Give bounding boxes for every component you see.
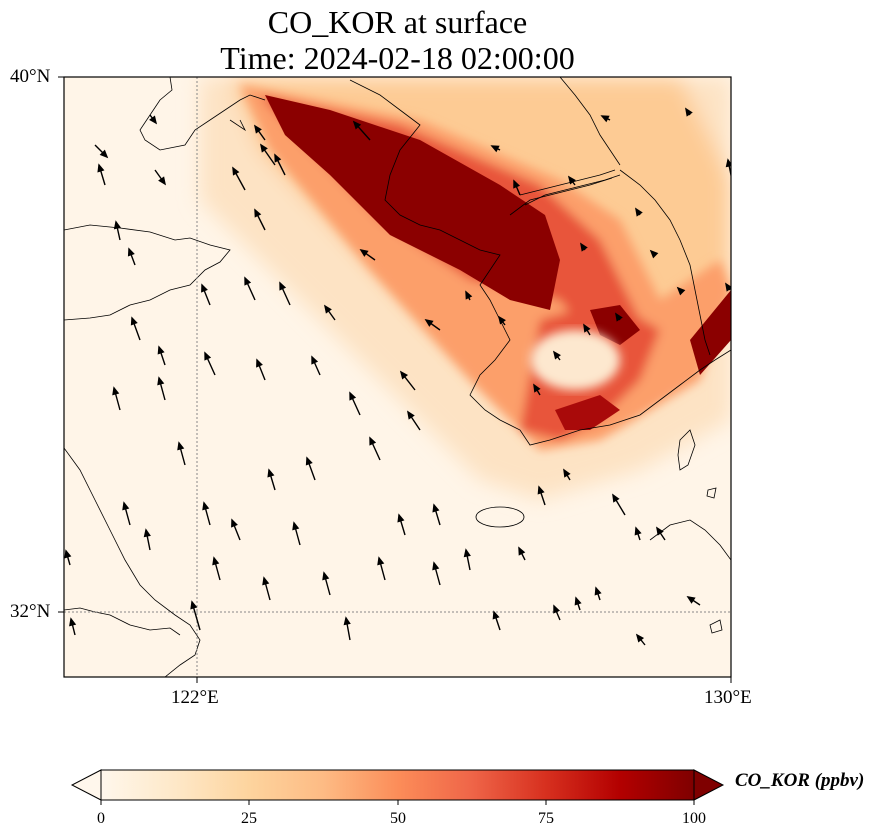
wind-arrow-head	[369, 436, 377, 446]
wind-arrow-head	[231, 518, 238, 528]
wind-arrow-head	[552, 350, 561, 360]
wind-arrow-head	[305, 456, 313, 466]
wind-arrow-head	[399, 370, 409, 380]
wind-arrow-head	[594, 586, 602, 596]
wind-arrow-head	[490, 145, 500, 153]
wind-arrow-head	[311, 355, 319, 365]
wind-arrow-head	[432, 503, 440, 513]
wind-arrow-head	[177, 441, 185, 451]
wind-arrow-head	[465, 290, 473, 300]
wind-arrow-head	[686, 596, 696, 604]
wind-arrow-head	[424, 318, 434, 327]
wind-arrow-head	[563, 468, 571, 478]
wind-arrow-head	[97, 163, 105, 173]
wind-arrow-head	[254, 208, 262, 218]
colorbar-tick-0: 0	[97, 810, 105, 827]
wind-arrow-head	[725, 158, 731, 168]
map-title-line2: Time: 2024-02-18 02:00:00	[220, 40, 575, 76]
wind-arrow-head	[253, 124, 262, 134]
colorbar-tick-25: 25	[241, 810, 257, 827]
wind-arrow-head	[634, 526, 642, 536]
map-title-line1: CO_KOR at surface	[267, 4, 528, 40]
wind-arrow-head	[463, 548, 471, 558]
wind-arrow-head	[567, 175, 576, 185]
wind-arrow-head	[158, 176, 167, 186]
lat-tick-label-40n: 40°N	[10, 66, 51, 87]
wind-arrow-head	[497, 315, 506, 325]
wind-arrow-head	[99, 149, 109, 159]
colorbar-tick-50: 50	[390, 810, 406, 827]
wind-arrow-head	[274, 153, 282, 163]
wind-arrow-head	[343, 616, 351, 626]
wind-arrow-head	[580, 242, 588, 252]
wind-arrow-head	[537, 485, 545, 495]
wind-arrow-head	[352, 120, 362, 130]
wind-arrow-head	[407, 410, 415, 420]
wind-arrow-head	[349, 391, 357, 401]
wind-arrow-head	[127, 247, 135, 257]
wind-arrow-head	[518, 546, 526, 556]
wind-arrow-head	[259, 143, 268, 153]
wind-arrow-head	[359, 248, 369, 257]
wind-arrow-head	[292, 521, 300, 531]
wind-arrow-head	[122, 501, 130, 511]
wind-arrow-head	[157, 345, 165, 355]
wind-arrow-head	[574, 596, 582, 606]
colorbar-label: CO_KOR (ppbv)	[735, 770, 865, 791]
wind-arrow-head	[232, 166, 240, 176]
wind-arrow-head	[323, 304, 332, 314]
wind-arrow-head	[201, 283, 208, 293]
wind-arrow-head	[513, 179, 521, 189]
wind-arrow-head	[64, 549, 72, 559]
wind-arrow-head	[397, 513, 405, 523]
wind-vectors	[64, 107, 731, 646]
wind-arrow-head	[612, 493, 620, 503]
wind-arrow-head	[635, 633, 645, 643]
wind-arrow-head	[262, 576, 270, 586]
wind-arrow-head	[615, 312, 623, 322]
wind-arrow-head	[143, 528, 151, 538]
wind-arrow-head	[113, 220, 122, 230]
wind-arrow-head	[244, 276, 252, 286]
wind-arrow-head	[202, 501, 210, 511]
wind-arrow-head	[649, 249, 659, 259]
wind-arrow-head	[635, 207, 643, 217]
wind-arrow-head	[267, 468, 275, 478]
wind-arrow-head	[112, 386, 120, 396]
wind-arrow-head	[322, 571, 330, 581]
axis-ticks	[58, 76, 732, 683]
wind-arrow-head	[676, 286, 686, 296]
wind-arrow-head	[204, 351, 212, 361]
lon-tick-label-122e: 122°E	[171, 687, 219, 708]
wind-arrow-head	[377, 556, 385, 566]
lon-tick-label-130e: 130°E	[704, 687, 752, 708]
wind-arrow-head	[533, 383, 541, 393]
wind-arrow-head	[600, 115, 610, 123]
wind-arrow-head	[656, 526, 664, 536]
wind-arrow-head	[190, 600, 198, 610]
wind-arrow-head	[69, 617, 77, 627]
wind-arrow-head	[256, 358, 263, 368]
concentration-field	[64, 77, 731, 677]
colorbar	[70, 769, 725, 805]
wind-arrow-head	[583, 323, 591, 333]
wind-arrow-head	[149, 115, 158, 125]
wind-arrow-head	[725, 282, 731, 292]
wind-arrow-head	[157, 376, 165, 386]
colorbar-tick-100: 100	[682, 810, 706, 827]
coastlines	[64, 77, 731, 677]
wind-arrow-head	[130, 316, 138, 326]
lat-tick-label-32n: 32°N	[10, 601, 51, 622]
colorbar-tick-75: 75	[538, 810, 554, 827]
map-frame	[63, 76, 732, 678]
wind-arrow-head	[212, 556, 220, 566]
wind-arrow-head	[685, 107, 693, 117]
wind-arrow-head	[492, 610, 500, 620]
gridlines	[64, 77, 731, 677]
wind-arrow-head	[279, 281, 287, 291]
wind-arrow-head	[553, 604, 561, 614]
wind-arrow-head	[432, 561, 440, 571]
